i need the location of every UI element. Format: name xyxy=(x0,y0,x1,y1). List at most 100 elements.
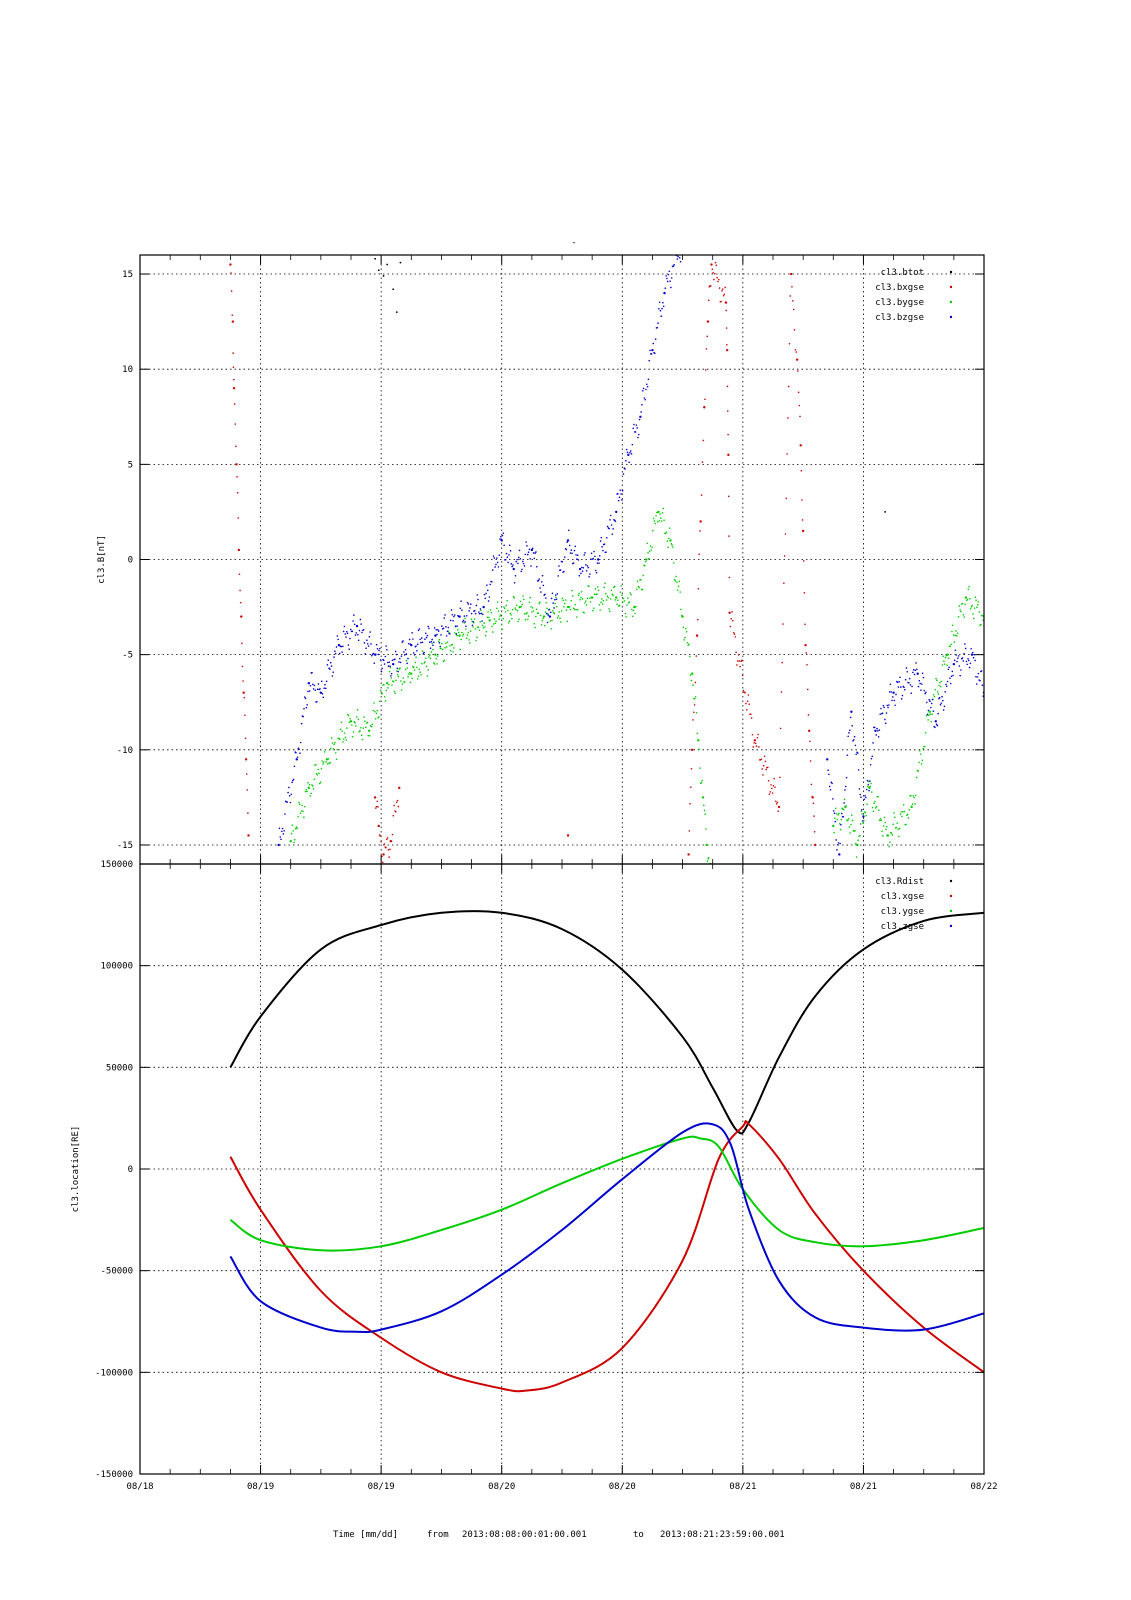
data-point xyxy=(355,632,358,634)
data-point xyxy=(530,606,532,608)
data-point xyxy=(363,642,366,644)
data-point xyxy=(949,682,952,685)
data-point xyxy=(428,654,431,656)
data-point xyxy=(584,552,586,554)
data-point xyxy=(584,600,587,602)
y-tick-label: 5 xyxy=(128,460,133,470)
data-point xyxy=(846,754,849,756)
data-point xyxy=(368,635,371,638)
data-point xyxy=(438,642,441,644)
data-point xyxy=(333,743,335,746)
data-point xyxy=(367,645,370,647)
series-line-cl3.zgse xyxy=(229,1122,984,1334)
data-point xyxy=(335,646,338,648)
data-point xyxy=(952,634,955,636)
data-point xyxy=(359,730,361,732)
data-point xyxy=(383,696,386,698)
data-point xyxy=(463,622,466,624)
data-point xyxy=(662,301,664,304)
data-point xyxy=(911,685,913,688)
data-point xyxy=(634,612,636,615)
data-point xyxy=(235,463,238,466)
data-point xyxy=(872,742,874,744)
data-point xyxy=(417,675,420,678)
data-point xyxy=(389,665,391,668)
data-point xyxy=(364,720,366,723)
data-point xyxy=(907,817,910,819)
data-point xyxy=(952,674,954,677)
data-point xyxy=(527,551,530,554)
data-point xyxy=(399,261,402,264)
data-point xyxy=(728,611,731,614)
data-point xyxy=(599,609,601,611)
data-point xyxy=(928,714,930,716)
data-point xyxy=(400,689,403,691)
data-point xyxy=(665,275,667,277)
data-point xyxy=(762,774,764,776)
data-point xyxy=(836,843,839,846)
data-point xyxy=(942,699,944,702)
data-point xyxy=(443,617,446,619)
data-point xyxy=(237,517,240,519)
data-point xyxy=(980,623,982,626)
data-point xyxy=(642,574,644,577)
data-point xyxy=(389,848,391,851)
data-point xyxy=(900,698,903,700)
data-point xyxy=(596,562,599,564)
data-point xyxy=(951,670,954,673)
data-point xyxy=(688,643,690,645)
data-point xyxy=(925,714,928,717)
data-point xyxy=(493,618,496,620)
data-point xyxy=(452,619,454,622)
data-point xyxy=(449,633,451,635)
data-point xyxy=(549,620,552,622)
data-point xyxy=(932,710,935,712)
data-point xyxy=(882,704,885,707)
data-point xyxy=(332,748,335,750)
data-point xyxy=(769,791,771,793)
data-point xyxy=(657,510,660,514)
data-point xyxy=(377,653,380,656)
data-point xyxy=(809,760,812,762)
data-point xyxy=(914,669,917,672)
data-point xyxy=(531,607,534,609)
data-point xyxy=(869,785,872,788)
data-point xyxy=(618,496,621,499)
data-point xyxy=(888,845,890,848)
data-point xyxy=(330,665,333,667)
data-point xyxy=(677,585,680,588)
data-point xyxy=(288,786,290,789)
time-range-caption: Time [mm/dd] from 2013:08:08:00:01:00.00… xyxy=(333,1530,785,1540)
data-point xyxy=(938,696,941,699)
data-point xyxy=(373,796,377,799)
data-point xyxy=(394,692,397,695)
data-point xyxy=(806,688,809,691)
data-point xyxy=(369,631,371,633)
data-point xyxy=(834,820,837,823)
data-point xyxy=(383,843,386,845)
x-tick-label: 08/20 xyxy=(488,1482,515,1492)
data-point xyxy=(414,661,417,664)
data-point xyxy=(430,640,433,643)
data-point xyxy=(348,721,351,724)
data-point xyxy=(348,648,350,650)
data-point xyxy=(342,630,345,633)
data-point xyxy=(686,641,689,644)
data-point xyxy=(946,664,948,667)
data-point xyxy=(571,552,573,555)
data-point xyxy=(526,545,528,547)
data-point xyxy=(515,608,517,611)
data-point xyxy=(557,575,559,577)
data-point xyxy=(670,542,673,545)
data-point xyxy=(611,533,614,535)
data-point xyxy=(476,636,478,638)
data-point xyxy=(428,627,430,630)
data-point xyxy=(484,626,486,628)
data-point xyxy=(839,828,842,831)
data-point xyxy=(881,830,883,832)
data-point xyxy=(840,812,843,815)
data-point xyxy=(601,546,603,548)
data-point xyxy=(241,665,244,668)
data-point xyxy=(905,667,908,669)
data-point xyxy=(312,787,315,790)
